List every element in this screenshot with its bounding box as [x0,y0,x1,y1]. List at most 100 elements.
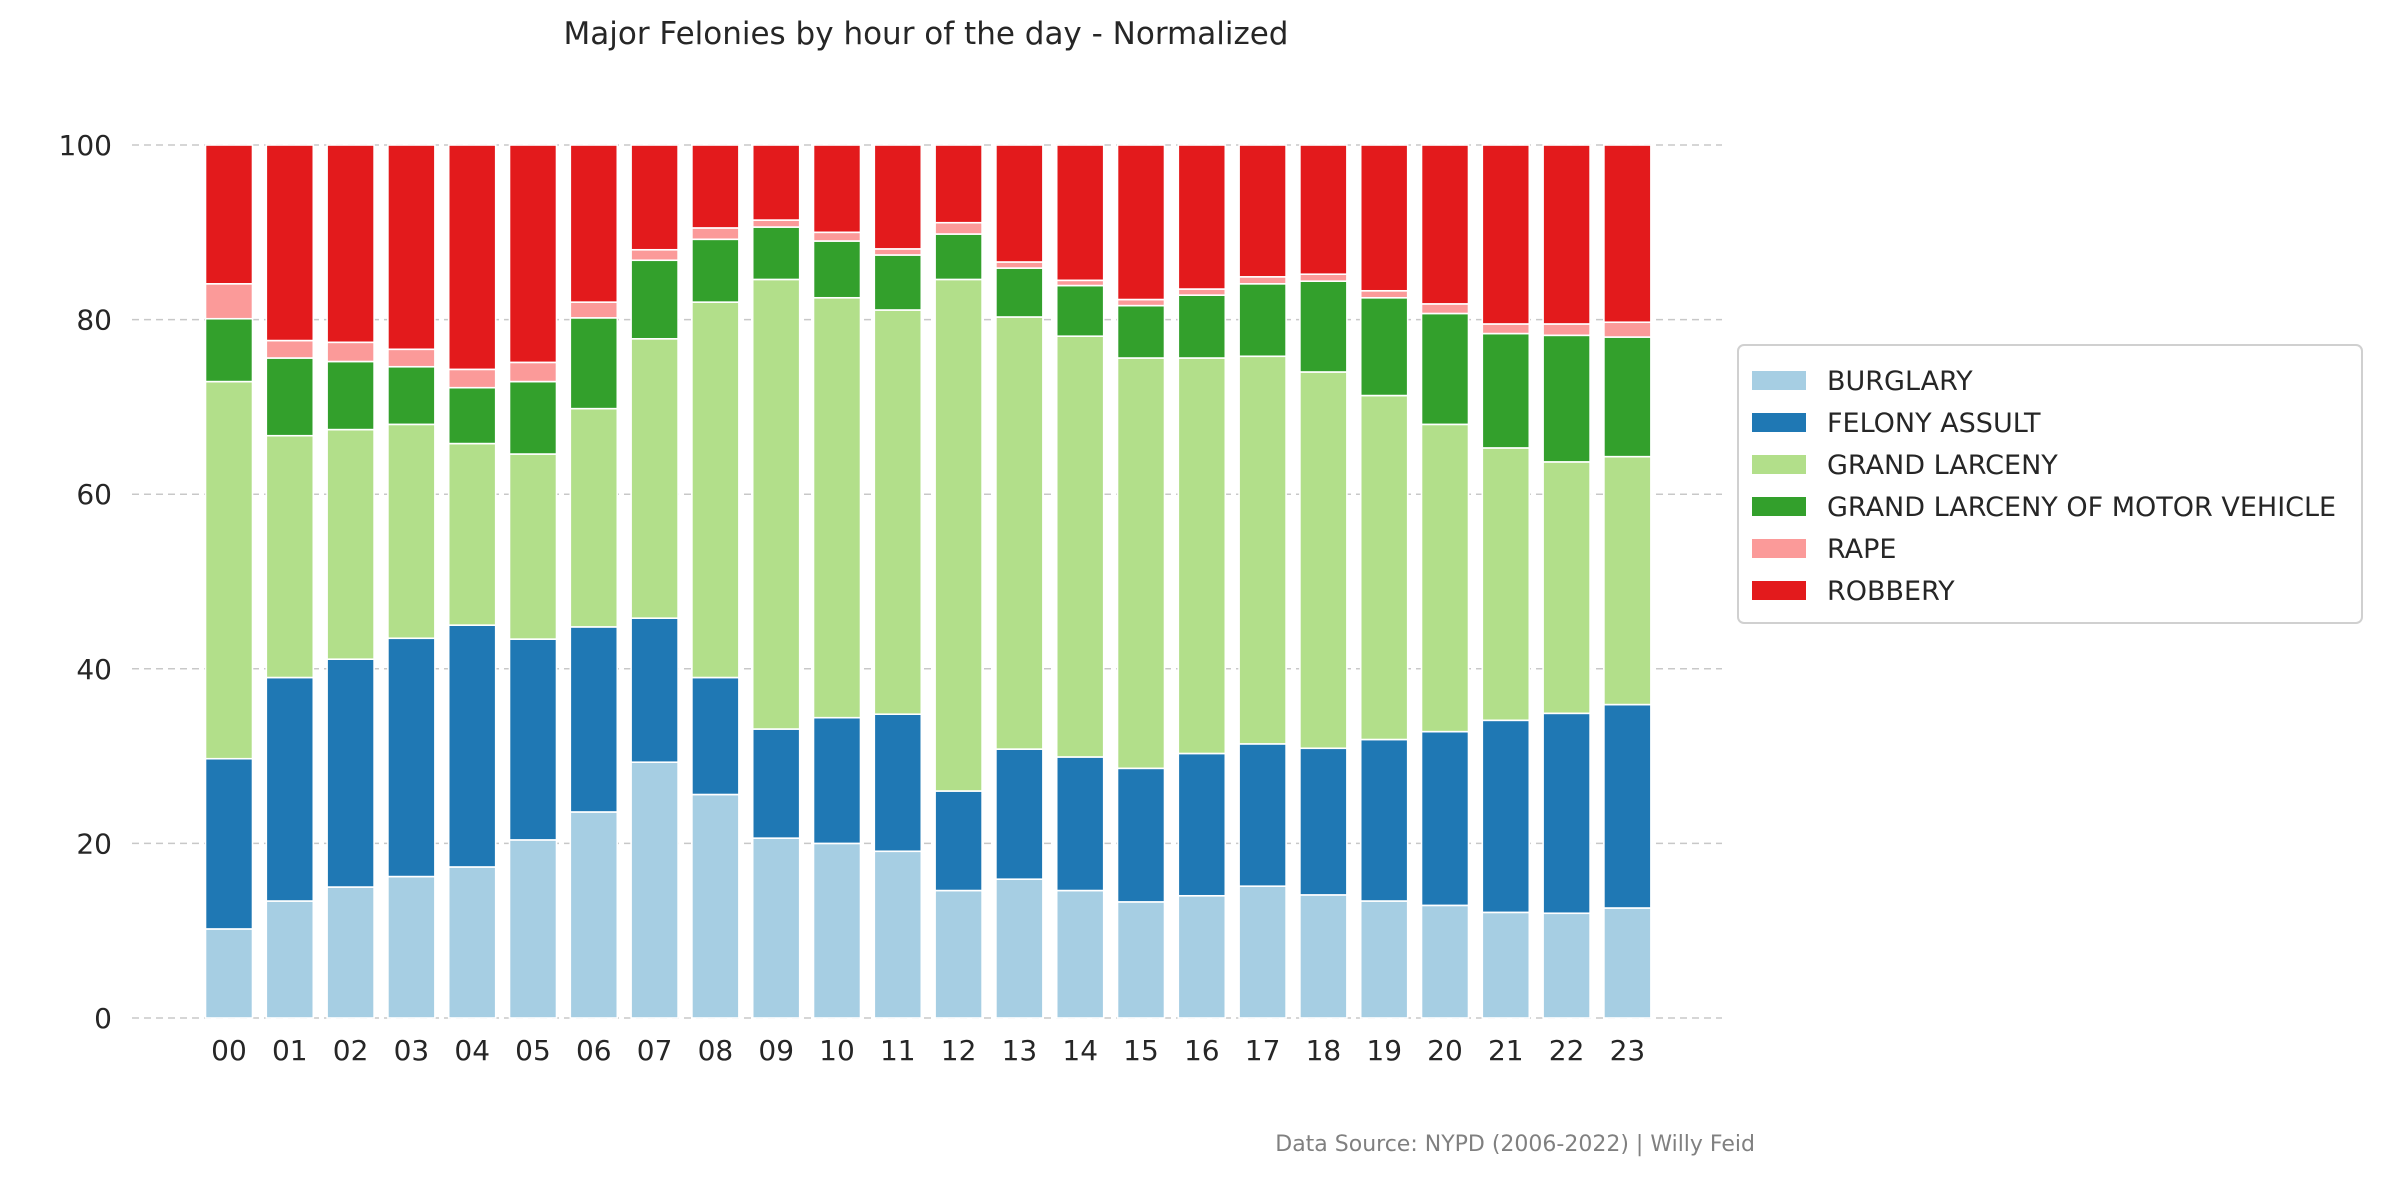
bar-segment [1359,296,1409,397]
bar-segment [1238,743,1287,887]
bar-segment [1238,276,1287,285]
bar-segment [1238,283,1287,358]
bar-segment [995,261,1044,269]
y-tick-label: 100 [59,129,112,162]
x-tick-label: 22 [1549,1034,1585,1067]
bar-segment [1481,719,1531,914]
bar-segment [569,407,619,628]
bar-segment [1299,273,1348,282]
x-tick-label: 00 [211,1034,247,1067]
bar-segment [751,278,801,730]
x-tick-label: 07 [637,1034,673,1067]
bar-segment [508,453,558,640]
bar-segment [1481,911,1531,1019]
x-tick-label: 14 [1062,1034,1098,1067]
bar-segment [691,144,740,229]
x-tick-label: 12 [941,1034,977,1067]
bar-segment [751,226,801,281]
bar-segment [1603,703,1652,909]
bar-segment [934,889,983,1019]
bar-segment [1055,144,1105,282]
bar-segment [387,348,436,368]
x-tick-label: 15 [1123,1034,1159,1067]
bar-segment [569,317,619,410]
bar-segment [508,144,558,364]
bar-segment [1420,730,1470,907]
bar-segment [508,638,558,841]
x-tick-label: 17 [1245,1034,1281,1067]
bar-segment [1299,144,1348,276]
legend-frame [1737,344,2363,624]
bar-segment [1238,885,1287,1019]
bar-segment [569,301,619,319]
bar-segment [934,221,983,235]
bar-segment [1116,298,1166,307]
bar-segment [326,144,375,344]
x-tick-label: 20 [1427,1034,1463,1067]
bar-segment [204,757,254,930]
bar-segment [1420,904,1470,1019]
bar-segment [1055,756,1105,892]
bar-segment [1359,900,1409,1019]
x-tick-label: 09 [758,1034,794,1067]
bar-segment [873,144,923,250]
bar-segment [387,423,436,640]
bar-segment [1177,288,1227,296]
bar-segment [1481,323,1531,335]
bar-segment [326,341,375,363]
bar-segment [204,380,254,760]
bar-segment [1299,371,1348,750]
legend: BURGLARY FELONY ASSULT GRAND LARCENY GRAND … [1737,344,2363,624]
legend-label: GRAND LARCENY [1827,450,2058,481]
bar-segment [691,793,740,1019]
bar-segment [1055,889,1105,1019]
legend-label: BURGLARY [1827,366,1973,397]
bar-segment [387,875,436,1019]
bar-segment [569,626,619,813]
bar-segment [1542,323,1591,337]
bar-segment [812,296,862,719]
bar-segment [1481,447,1531,722]
bar-segment [630,761,679,1019]
bar-segment [204,144,254,285]
bar-segment [204,283,254,320]
x-tick-label: 04 [454,1034,490,1067]
bar-segment [265,357,315,437]
bar-segment [447,386,497,445]
bar-segment [387,637,436,878]
bar-segment [873,850,923,1019]
bar-segment [1238,144,1287,278]
legend-swatch [1752,581,1806,600]
bar-segment [1177,144,1227,290]
bar-segment [1299,747,1348,896]
x-tick-label: 21 [1488,1034,1524,1067]
bar-segment [1177,894,1227,1019]
x-tick-label: 18 [1306,1034,1342,1067]
bar-segment [204,317,254,383]
y-tick-label: 20 [76,827,112,860]
bar-segment [934,790,983,892]
bar-segment [691,238,740,303]
bar-segment [934,233,983,281]
x-tick-label: 03 [394,1034,430,1067]
bar-segment [447,144,497,371]
bar-segment [995,144,1044,263]
y-tick-label: 0 [94,1002,112,1035]
x-tick-label: 10 [819,1034,855,1067]
bar-segment [204,928,254,1019]
bar-segment [265,144,315,342]
bar-segment [630,144,679,251]
bar-segment [569,144,619,303]
y-tick-label: 60 [76,478,112,511]
bar-segment [1603,907,1652,1019]
bar-segment [691,676,740,796]
bar-segment [1420,423,1470,733]
bar-segment [1299,894,1348,1019]
bar-segment [1359,738,1409,902]
x-axis: 00 01 02 03 04 05 06 07 08 09 10 11 12 13 14 15 16 17 18 19… [211,1034,1645,1067]
legend-label: FELONY ASSULT [1827,408,2041,439]
bar-segment [326,428,375,660]
bar-segment [1542,912,1591,1019]
y-tick-label: 40 [76,653,112,686]
